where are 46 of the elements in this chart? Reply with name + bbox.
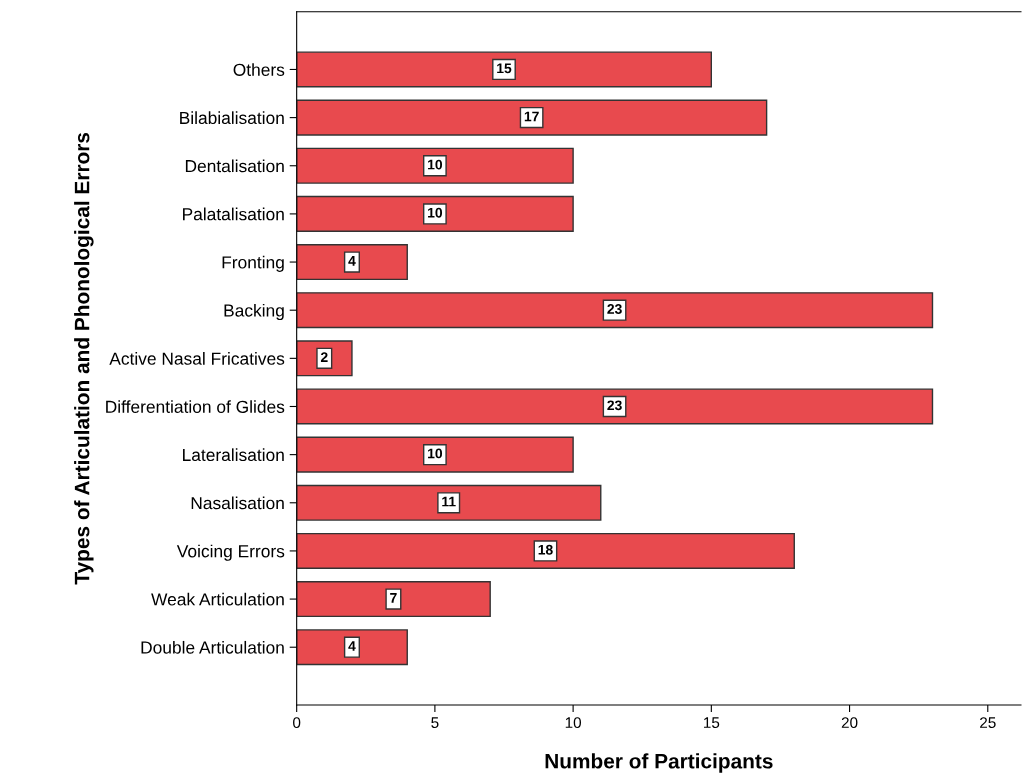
y-tick-label: Active Nasal Fricatives bbox=[109, 352, 285, 365]
bar bbox=[296, 436, 574, 473]
bar bbox=[296, 292, 934, 329]
y-axis-title: Types of Articulation and Phonological Errors bbox=[74, 132, 94, 585]
data-label: 15 bbox=[497, 63, 512, 74]
y-tick-label: Differentiation of Glides bbox=[106, 400, 285, 413]
data-label: 4 bbox=[348, 641, 356, 651]
data-label: 23 bbox=[607, 304, 622, 314]
y-tick-label: Fronting bbox=[222, 255, 284, 272]
bar bbox=[296, 484, 602, 521]
y-tick-label: Others bbox=[233, 63, 285, 76]
bar bbox=[296, 532, 795, 569]
x-tick-label: 5 bbox=[431, 717, 439, 729]
y-tick-label: Voicing Errors bbox=[176, 544, 285, 561]
x-tick-label: 20 bbox=[841, 717, 858, 729]
x-axis-title: Number of Participants bbox=[545, 753, 773, 773]
y-tick-label: Bilabialisation bbox=[180, 111, 284, 125]
data-label: 23 bbox=[607, 400, 622, 411]
data-label: 11 bbox=[442, 496, 456, 507]
bar bbox=[296, 51, 713, 88]
x-tick-label: 0 bbox=[293, 717, 301, 729]
data-label: 10 bbox=[428, 448, 443, 459]
data-label: 18 bbox=[538, 544, 553, 555]
data-label: 4 bbox=[348, 256, 356, 266]
y-tick-label: Double Articulation bbox=[141, 640, 284, 654]
y-tick-label: Dentalisation bbox=[185, 159, 284, 173]
data-label: 10 bbox=[428, 207, 443, 218]
bar bbox=[296, 244, 408, 281]
bar bbox=[296, 99, 768, 136]
data-label: 2 bbox=[320, 352, 328, 362]
x-tick-label: 15 bbox=[704, 717, 720, 729]
y-tick-label: Nasalisation bbox=[191, 496, 284, 510]
bar bbox=[296, 195, 574, 232]
x-tick-label: 25 bbox=[980, 717, 996, 729]
data-label: 10 bbox=[428, 159, 443, 170]
bar bbox=[296, 147, 574, 184]
bar bbox=[296, 581, 491, 618]
y-tick-label: Palatalisation bbox=[183, 207, 284, 221]
bar bbox=[296, 388, 934, 425]
data-label: 7 bbox=[390, 593, 397, 603]
data-label: 17 bbox=[524, 111, 539, 122]
x-tick-label: 10 bbox=[565, 717, 582, 729]
y-tick-label: Backing bbox=[224, 303, 284, 321]
y-tick-label: Weak Articulation bbox=[151, 592, 284, 606]
bar bbox=[296, 629, 408, 666]
y-tick-label: Lateralisation bbox=[183, 448, 284, 462]
